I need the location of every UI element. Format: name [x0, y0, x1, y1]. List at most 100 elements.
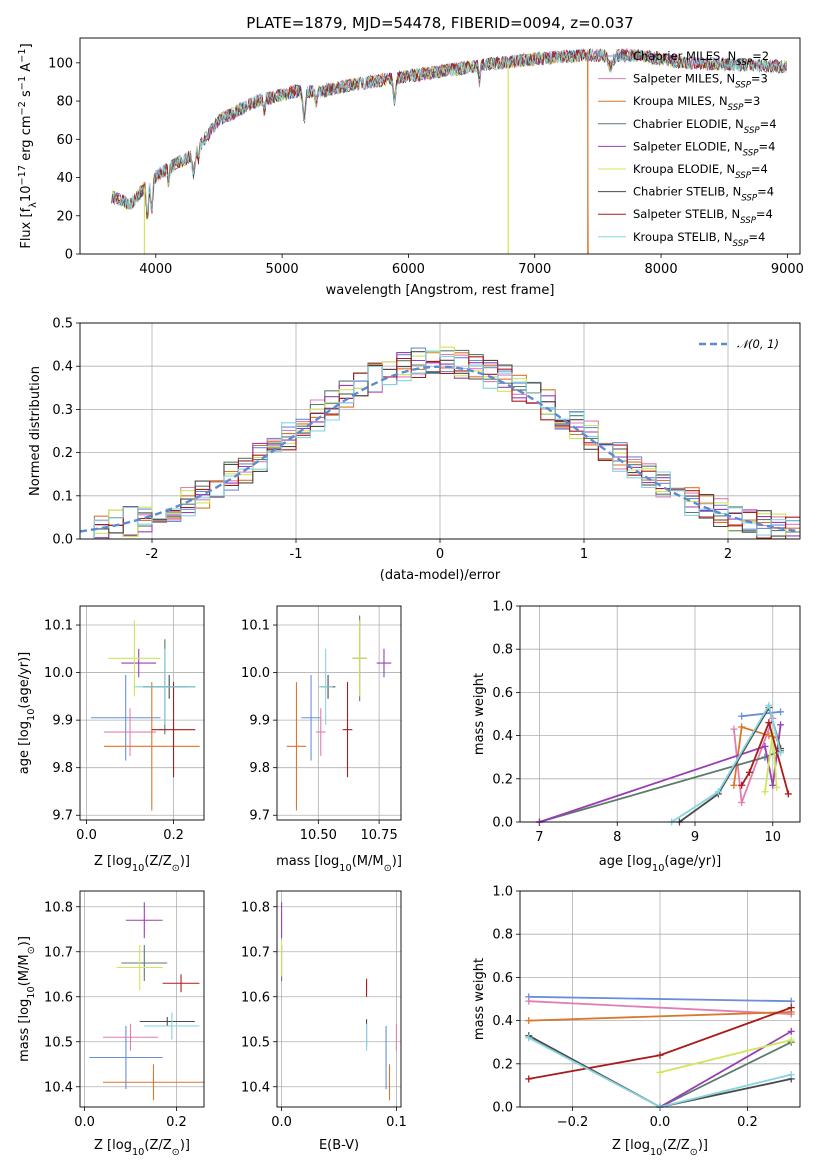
weight-series: [539, 749, 781, 822]
plot-frame: [79, 322, 801, 540]
x-tick-label: 8: [613, 830, 621, 845]
y-tick-label: 1.0: [492, 600, 513, 615]
weight-series: [528, 1000, 792, 1015]
legend-entry: 𝒩(0, 1): [737, 337, 779, 351]
y-tick-label: 0.1: [52, 489, 73, 504]
weight-series: [528, 1037, 792, 1107]
x-axis-label: Z [log10(Z/Z⊙)]: [612, 1138, 708, 1158]
y-axis-label: mass weight: [472, 673, 487, 755]
spectrum-line: [111, 48, 787, 213]
x-tick-label: 4000: [139, 262, 172, 277]
plot-frame: [79, 37, 801, 255]
x-tick-label: -1: [290, 547, 303, 562]
y-tick-label: 1.0: [492, 885, 513, 900]
mass-vs-Z-axes: [76, 891, 204, 1111]
plot-frame: [276, 605, 402, 821]
legend-entry: Kroupa STELIB, NSSP=4: [633, 230, 765, 249]
x-tick-label: 0.2: [163, 828, 184, 843]
x-axis-label: (data-model)/error: [380, 568, 501, 583]
y-tick-label: 9.7: [249, 809, 270, 824]
x-tick-label: 8000: [645, 262, 678, 277]
x-tick-label: 0.1: [386, 1115, 407, 1130]
y-axis-label: mass weight: [472, 958, 487, 1040]
legend-entry: Kroupa ELODIE, NSSP=4: [633, 162, 768, 181]
x-tick-label: 0: [436, 547, 444, 562]
y-axis-label: age [log10(age/yr)]: [17, 652, 37, 775]
y-tick-label: 0.4: [52, 360, 73, 375]
y-tick-label: 0: [65, 248, 73, 263]
y-tick-label: 20: [56, 209, 73, 224]
weight-series: [741, 710, 781, 718]
y-tick-label: 0.0: [492, 816, 513, 831]
y-tick-label: 10.4: [241, 1080, 270, 1095]
legend-entry: Chabrier ELODIE, NSSP=4: [633, 117, 777, 136]
x-tick-label: 10.50: [300, 828, 337, 843]
x-tick-label: 5000: [266, 262, 299, 277]
x-axis-label: wavelength [Angstrom, rest frame]: [326, 283, 555, 298]
y-tick-label: 10.8: [241, 900, 270, 915]
plot-frame: [79, 605, 205, 821]
y-tick-label: 10.0: [241, 666, 270, 681]
x-axis-label: E(B-V): [319, 1138, 359, 1153]
plot-frame: [79, 890, 205, 1108]
y-tick-label: 9.8: [52, 761, 73, 776]
y-tick-label: 0.5: [52, 317, 73, 332]
x-tick-label: 6000: [392, 262, 425, 277]
spectrum-line: [111, 49, 589, 254]
age-vs-Z-axes: [76, 606, 204, 824]
x-axis-label: age [log10(age/yr)]: [599, 854, 722, 874]
y-tick-label: 9.9: [249, 714, 270, 729]
residuals-axes: [76, 322, 800, 543]
y-tick-label: 9.7: [52, 809, 73, 824]
y-tick-label: 100: [48, 56, 73, 71]
x-tick-label: 9000: [771, 262, 804, 277]
plot-frame: [519, 890, 801, 1108]
x-tick-label: 7: [535, 830, 543, 845]
legend-entry: Chabrier STELIB, NSSP=4: [633, 185, 774, 204]
age-vs-mass-axes: [273, 606, 401, 824]
y-tick-label: 10.6: [44, 990, 73, 1005]
y-tick-label: 10.5: [44, 1035, 73, 1050]
x-tick-label: 10.75: [361, 828, 398, 843]
histogram-series: [80, 350, 800, 539]
y-tick-label: 10.7: [44, 945, 73, 960]
legend-entry: Chabrier MILES, NSSP=2: [633, 49, 769, 68]
y-tick-label: 10.4: [44, 1080, 73, 1095]
weight-series: [528, 1011, 792, 1022]
x-tick-label: 0.2: [166, 1115, 187, 1130]
y-tick-label: 0.8: [492, 643, 513, 658]
spectrum-axes: [76, 62, 788, 258]
y-tick-label: 10.1: [44, 619, 73, 634]
plot-frame: [276, 890, 402, 1108]
y-tick-label: 10.1: [241, 619, 270, 634]
weight-series: [671, 703, 782, 822]
y-axis-label: Flux [fλ10−17 erg cm−2 s−1 A−1]: [17, 43, 39, 248]
x-tick-label: 9: [691, 830, 699, 845]
weight-series: [659, 1039, 792, 1074]
x-tick-label: 0.2: [737, 1115, 758, 1130]
y-tick-label: 0.4: [492, 1014, 513, 1029]
y-tick-label: 40: [56, 171, 73, 186]
y-tick-label: 0.2: [492, 772, 513, 787]
y-tick-label: 9.8: [249, 761, 270, 776]
x-tick-label: 7000: [518, 262, 551, 277]
y-tick-label: 10.8: [44, 900, 73, 915]
legend-entry: Salpeter STELIB, NSSP=4: [633, 207, 773, 226]
figure-title: PLATE=1879, MJD=54478, FIBERID=0094, z=0…: [246, 14, 633, 32]
legend-entry: Salpeter MILES, NSSP=3: [633, 72, 768, 91]
plot-frame: [519, 605, 801, 823]
y-tick-label: 0.4: [492, 729, 513, 744]
weight-series: [678, 705, 782, 822]
x-tick-label: 0.0: [650, 1115, 671, 1130]
y-tick-label: 0.2: [492, 1057, 513, 1072]
weight-series: [539, 724, 782, 822]
y-tick-label: 0.0: [52, 533, 73, 548]
x-axis-label: mass [log10(M/M⊙)]: [276, 854, 402, 874]
y-tick-label: 10.5: [241, 1035, 270, 1050]
x-tick-label: 1: [580, 547, 588, 562]
y-tick-label: 0.2: [52, 446, 73, 461]
weight-series: [740, 719, 790, 795]
x-tick-label: 0.0: [76, 828, 97, 843]
x-tick-label: 10: [765, 830, 782, 845]
